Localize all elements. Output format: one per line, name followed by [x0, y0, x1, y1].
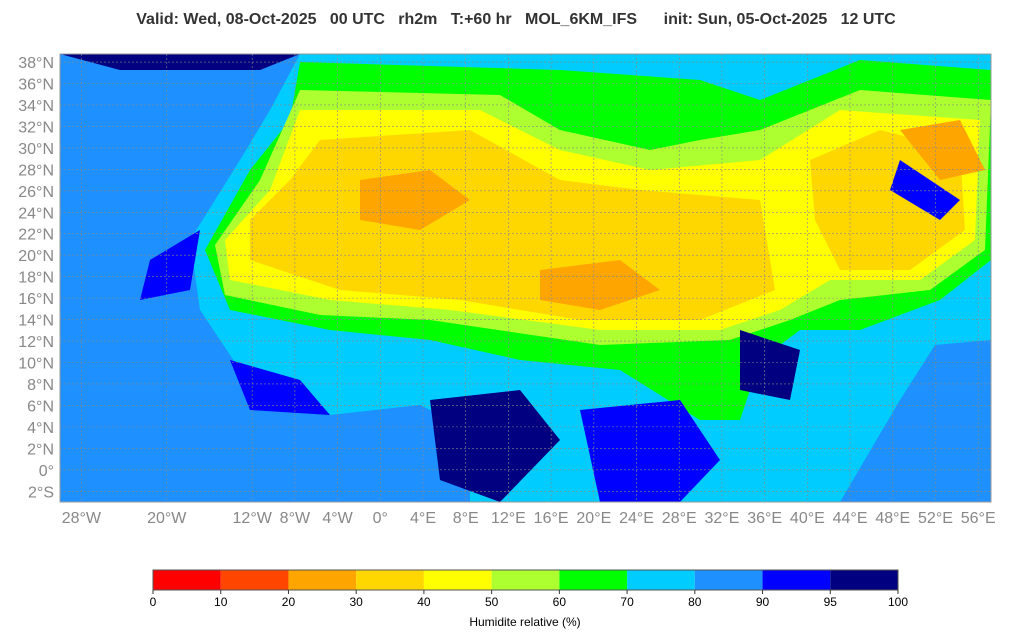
lon-tick-label: 28°W [62, 510, 102, 527]
lat-tick-label: 26°N [18, 184, 54, 201]
lat-tick-label: 24°N [18, 205, 54, 222]
colorbar-tick-label: 10 [214, 595, 228, 609]
lon-tick-label: 48°E [875, 510, 910, 527]
colorbar-segment [491, 570, 560, 590]
colorbar-segment [559, 570, 628, 590]
lon-tick-label: 52°E [918, 510, 953, 527]
lon-tick-label: 16°E [534, 510, 569, 527]
lat-tick-label: 0° [39, 463, 54, 480]
lat-tick-label: 22°N [18, 227, 54, 244]
lon-tick-label: 0° [373, 510, 388, 527]
lat-tick-label: 14°N [18, 313, 54, 330]
lat-tick-label: 38°N [18, 55, 54, 72]
colorbar-tick-label: 70 [620, 595, 634, 609]
colorbar-tick-label: 90 [756, 595, 770, 609]
lat-tick-label: 20°N [18, 248, 54, 265]
lat-tick-label: 2°S [28, 484, 54, 501]
lat-tick-label: 32°N [18, 119, 54, 136]
lon-tick-label: 4°E [410, 510, 436, 527]
lat-tick-label: 34°N [18, 98, 54, 115]
lat-tick-label: 36°N [18, 77, 54, 94]
colorbar-segment [694, 570, 763, 590]
lon-tick-label: 20°E [576, 510, 611, 527]
lon-tick-label: 36°E [747, 510, 782, 527]
colorbar-tick-label: 50 [485, 595, 499, 609]
colorbar-segment [627, 570, 695, 590]
colorbar-segment [356, 570, 424, 590]
lat-tick-label: 12°N [18, 334, 54, 351]
colorbar-tick-label: 0 [150, 595, 157, 609]
colorbar-tick-label: 80 [688, 595, 702, 609]
colorbar-tick-label: 30 [350, 595, 364, 609]
colorbar-segment [288, 570, 357, 590]
colorbar-segment [153, 570, 221, 590]
humidity-field [60, 54, 991, 502]
lon-tick-label: 20°W [147, 510, 187, 527]
map-frame [59, 53, 992, 503]
lon-tick-label: 12°W [233, 510, 273, 527]
title: Valid: Wed, 08-Oct-2025 00 UTC rh2m T:+6… [136, 11, 896, 28]
lon-tick-label: 32°E [705, 510, 740, 527]
lat-tick-label: 8°N [27, 377, 54, 394]
lat-tick-label: 10°N [18, 356, 54, 373]
colorbar-tick-label: 20 [282, 595, 296, 609]
colorbar-tick-label: 40 [417, 595, 431, 609]
lon-tick-label: 24°E [619, 510, 654, 527]
colorbar-segment [220, 570, 289, 590]
lon-tick-label: 12°E [491, 510, 526, 527]
colorbar-tick-label: 60 [553, 595, 567, 609]
lon-tick-label: 44°E [833, 510, 868, 527]
lon-tick-label: 28°E [662, 510, 697, 527]
colorbar-tick-label: 95 [824, 595, 838, 609]
lat-tick-label: 4°N [27, 420, 54, 437]
colorbar-tick-label: 100 [888, 595, 908, 609]
lon-tick-label: 4°W [322, 510, 353, 527]
lon-tick-label: 40°E [790, 510, 825, 527]
lon-tick-label: 8°W [280, 510, 311, 527]
lat-tick-label: 18°N [18, 270, 54, 287]
lat-tick-label: 16°N [18, 291, 54, 308]
graticule [60, 54, 991, 502]
colorbar-segment [762, 570, 831, 590]
colorbar-segment [830, 570, 898, 590]
lon-tick-label: 56°E [961, 510, 996, 527]
colorbar-frame [152, 569, 899, 591]
lat-tick-label: 2°N [27, 441, 54, 458]
colorbar-segment [423, 570, 492, 590]
lat-tick-label: 6°N [27, 398, 54, 415]
lat-tick-label: 28°N [18, 162, 54, 179]
lat-tick-label: 30°N [18, 141, 54, 158]
colorbar-label: Humidite relative (%) [469, 615, 580, 629]
lon-tick-label: 8°E [453, 510, 479, 527]
